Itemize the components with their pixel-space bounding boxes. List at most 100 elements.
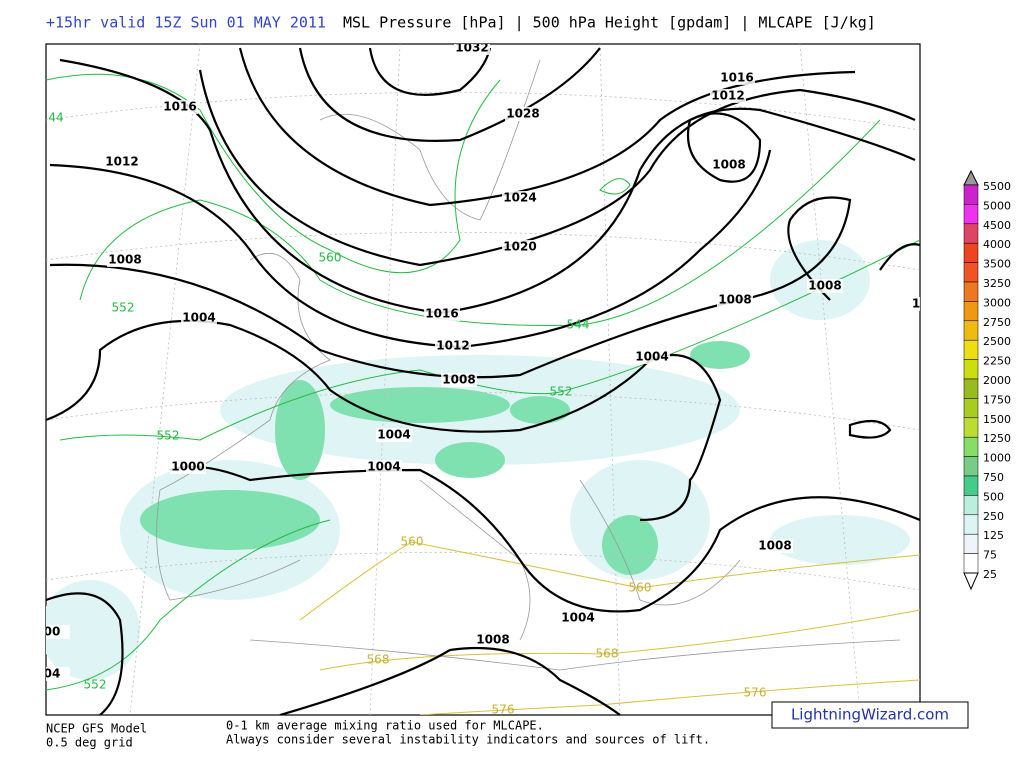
label-bg	[162, 100, 198, 114]
colorbar-cell	[963, 281, 979, 302]
colorbar-label: 1500	[983, 413, 1011, 426]
isobar-label: 1012	[711, 89, 744, 103]
label-bg	[711, 158, 747, 172]
label-bg	[560, 611, 596, 625]
label-bg	[46, 667, 70, 681]
colorbar-cell	[963, 475, 979, 496]
label-bg	[717, 293, 753, 307]
height-label: 544	[567, 318, 590, 332]
label-bg	[475, 633, 511, 647]
colorbar-cell	[963, 378, 979, 399]
label-bg	[181, 311, 217, 325]
label-bg	[104, 155, 140, 169]
isobar-label: 1016	[425, 307, 458, 321]
model-name: NCEP GFS Model	[46, 722, 147, 736]
isobar-label: 1008	[442, 373, 475, 387]
colorbar-label: 2500	[983, 335, 1011, 348]
isobar-labels: 1032102810241020101610121008100410041004…	[44, 41, 920, 681]
colorbar-cell	[963, 456, 979, 477]
height-label: 560	[401, 535, 424, 549]
colorbar-cell	[963, 301, 979, 322]
isobar-label: 1016	[720, 71, 753, 85]
isobar-label: 1008	[108, 253, 141, 267]
height-labels: 560 552 544 552 552 552 44 560 560 568 568 576 576	[48, 111, 767, 716]
colorbar-cell	[963, 339, 979, 360]
isobar-label: 1016	[163, 100, 196, 114]
colorbar-cell	[963, 204, 979, 225]
colorbar-cell	[963, 184, 979, 205]
credit: LightningWizard.com	[791, 706, 949, 724]
isobar-label: 1032	[455, 41, 488, 55]
colorbar-label: 3000	[983, 296, 1011, 309]
height-label: 560	[319, 251, 342, 265]
height-label: 568	[367, 653, 390, 667]
label-bg	[634, 350, 670, 364]
isobar-label: 00	[44, 625, 61, 639]
label-bg	[376, 428, 412, 442]
height-label: 568	[596, 647, 619, 661]
colorbar-cell	[963, 553, 979, 574]
label-bg	[107, 253, 143, 267]
height-label: 552	[84, 678, 107, 692]
isobars	[46, 47, 920, 715]
colorbar-label: 4500	[983, 219, 1011, 232]
label-bg	[757, 539, 793, 553]
colorbar-cell	[963, 398, 979, 419]
colorbar-cell	[963, 533, 979, 554]
cape-areas	[46, 240, 910, 680]
colorbar: 5500 5000 4500 4000 3500 3250 3000 2750 2500 2250…	[963, 169, 1011, 591]
height-label: 44	[48, 111, 63, 125]
colorbar-label: 25	[983, 568, 997, 581]
isobar-label: 1008	[476, 633, 509, 647]
colorbar-label: 4000	[983, 238, 1011, 251]
colorbar-cell	[963, 242, 979, 263]
colorbar-label: 125	[983, 529, 1004, 542]
label-bg	[454, 44, 490, 55]
isobar-label: 1008	[712, 158, 745, 172]
colorbar-label: 5500	[983, 180, 1011, 193]
colorbar-label: 5000	[983, 199, 1011, 212]
isobar-label: 1020	[503, 240, 536, 254]
colorbar-cell	[963, 514, 979, 535]
isobar-label: 1008	[758, 539, 791, 553]
valid-time: +15hr valid 15Z Sun 01 MAY 2011	[46, 14, 326, 32]
isobar-label: 1012	[436, 339, 469, 353]
colorbar-label: 500	[983, 490, 1004, 503]
label-bg	[898, 297, 920, 311]
map-layer: 1032102810241020101610121008100410041004…	[44, 41, 920, 716]
label-bg	[719, 71, 755, 85]
height-label: 560	[629, 581, 652, 595]
height-label: 552	[112, 301, 135, 315]
isobar-label: 1004	[561, 611, 594, 625]
label-bg	[505, 107, 541, 121]
height-label: 576	[744, 686, 767, 700]
colorbar-top	[963, 169, 979, 186]
colorbar-label: 1750	[983, 393, 1011, 406]
height-label: 552	[550, 385, 573, 399]
isobar-label: 04	[44, 667, 61, 681]
isobar-label: 1028	[506, 107, 539, 121]
isobar-label: 1004	[635, 350, 668, 364]
colorbar-cell	[963, 223, 979, 244]
isobar-label: 1012	[105, 155, 138, 169]
colorbar-label: 2000	[983, 374, 1011, 387]
colorbar-cell	[963, 262, 979, 283]
colorbar-cell	[963, 436, 979, 457]
colorbar-label: 75	[983, 549, 997, 562]
colorbar-cell	[963, 417, 979, 438]
colorbar-label: 1250	[983, 432, 1011, 445]
isobar-label: 1004	[182, 311, 215, 325]
height-label: 552	[157, 429, 180, 443]
note-line-2: Always consider several instability indi…	[226, 733, 710, 747]
label-bg	[366, 460, 402, 474]
grid-res: 0.5 deg grid	[46, 736, 133, 750]
isobar-label: 1008	[718, 293, 751, 307]
colorbar-label: 3250	[983, 277, 1011, 290]
label-bg	[710, 89, 746, 103]
label-bg	[502, 240, 538, 254]
colorbar-cell	[963, 359, 979, 380]
label-bg	[46, 625, 70, 639]
isobar-label: 1008	[808, 279, 841, 293]
colorbar-label: 2750	[983, 316, 1011, 329]
